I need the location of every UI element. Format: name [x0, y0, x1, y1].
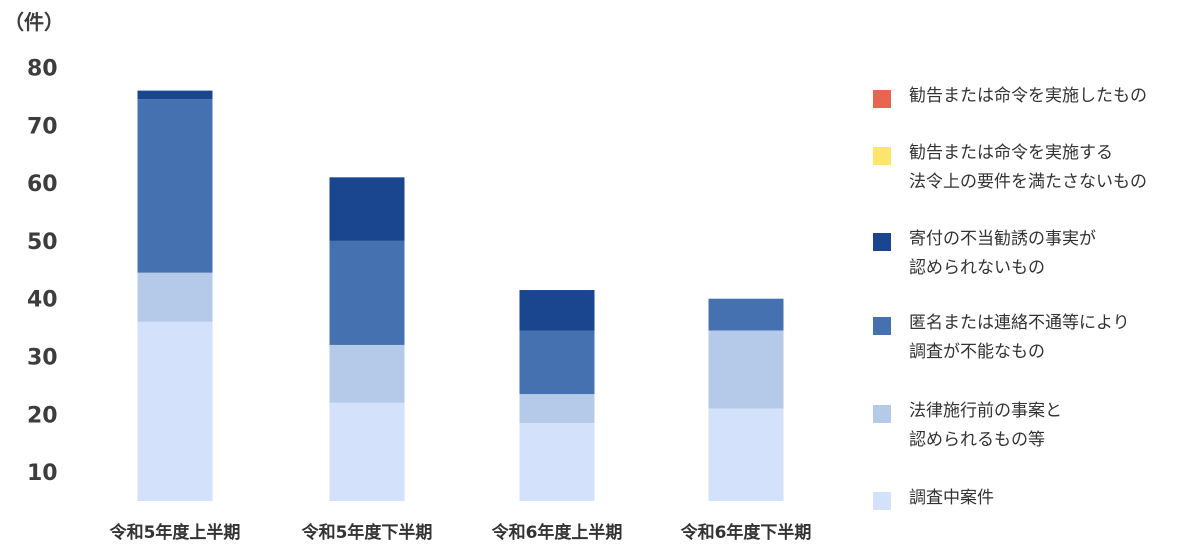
y-tick-label: 80: [27, 57, 58, 82]
legend-label: 勧告または命令を実施したもの: [909, 86, 1147, 106]
legend-label: 法律施行前の事案と 認められるもの等: [909, 401, 1062, 450]
legend-swatch: [873, 90, 891, 108]
y-tick-label: 40: [27, 288, 58, 313]
bar-segment: [708, 298, 784, 331]
legend-item: 勧告または命令を実施したもの: [873, 86, 1147, 111]
y-tick-label: 50: [27, 230, 58, 255]
bar-segment: [329, 344, 405, 403]
legend-item: 勧告または命令を実施する 法令上の要件を満たさないもの: [873, 143, 1147, 197]
legend-item: 匿名または連絡不通等により 調査が不能なもの: [873, 313, 1130, 367]
bar-segment: [708, 408, 784, 501]
y-tick-label: 70: [27, 114, 58, 139]
legend-item: 寄付の不当勧誘の事実が 認められないもの: [873, 229, 1096, 283]
bar-segment: [137, 321, 213, 501]
bar-segment: [329, 402, 405, 501]
legend-item: 調査中案件: [873, 488, 994, 513]
y-axis-unit: （件）: [4, 10, 64, 34]
x-tick-label: 令和6年度下半期: [681, 522, 812, 543]
y-tick-label: 60: [27, 172, 58, 197]
legend-label: 勧告または命令を実施する 法令上の要件を満たさないもの: [909, 143, 1147, 192]
legend-swatch: [873, 317, 891, 335]
legend-label: 調査中案件: [909, 488, 994, 508]
bar-segment: [329, 240, 405, 345]
legend-swatch: [873, 492, 891, 510]
legend-label: 匿名または連絡不通等により 調査が不能なもの: [909, 313, 1130, 362]
bar-segment: [519, 330, 595, 395]
x-tick-label: 令和5年度上半期: [110, 522, 241, 543]
legend-label: 寄付の不当勧誘の事実が 認められないもの: [909, 229, 1096, 278]
bar-segment: [519, 422, 595, 501]
y-tick-label: 30: [27, 346, 58, 371]
bar-segment: [519, 290, 595, 331]
legend-item: 法律施行前の事案と 認められるもの等: [873, 401, 1062, 455]
x-tick-label: 令和6年度上半期: [492, 522, 623, 543]
bar-segment: [137, 272, 213, 322]
y-tick-label: 20: [27, 403, 58, 428]
x-tick-label: 令和5年度下半期: [302, 522, 433, 543]
y-tick-label: 10: [27, 461, 58, 486]
bar-segment: [137, 90, 213, 100]
legend-swatch: [873, 233, 891, 251]
legend-swatch: [873, 405, 891, 423]
bar-segment: [519, 394, 595, 423]
bar-segment: [137, 99, 213, 273]
bar-segment: [329, 177, 405, 241]
bar-segment: [708, 330, 784, 409]
legend-swatch: [873, 147, 891, 165]
